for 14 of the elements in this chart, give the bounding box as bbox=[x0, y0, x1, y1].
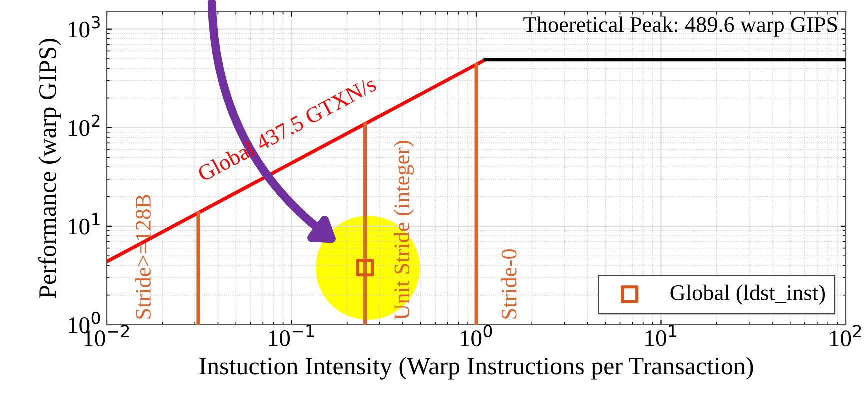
x-tick-label: 10$^{−1}$ bbox=[269, 325, 314, 346]
y-tick-label: 10$^{2}$ bbox=[69, 114, 100, 136]
y-tick-label: 10$^{3}$ bbox=[69, 16, 100, 38]
annotation: Stride-0 bbox=[501, 250, 517, 319]
legend-label: Global (ldst_inst) bbox=[670, 284, 826, 305]
y-tick-label: 10$^{1}$ bbox=[69, 213, 100, 235]
annotation: Stride>=128B bbox=[135, 195, 151, 319]
y-axis-title: Performance (warp GIPS) bbox=[38, 39, 62, 298]
x-tick-label: 10$^{0}$ bbox=[460, 325, 492, 347]
x-tick-label: 10$^{2}$ bbox=[830, 325, 862, 347]
x-axis-title: Instuction Intensity (Warp Instructions per Transaction) bbox=[200, 357, 754, 380]
x-tick-label: 10$^{1}$ bbox=[646, 325, 676, 346]
annotation: Unit Stride (integer) bbox=[394, 141, 414, 320]
annotation: Thoeretical Peak: 489.6 warp GIPS bbox=[524, 16, 838, 37]
